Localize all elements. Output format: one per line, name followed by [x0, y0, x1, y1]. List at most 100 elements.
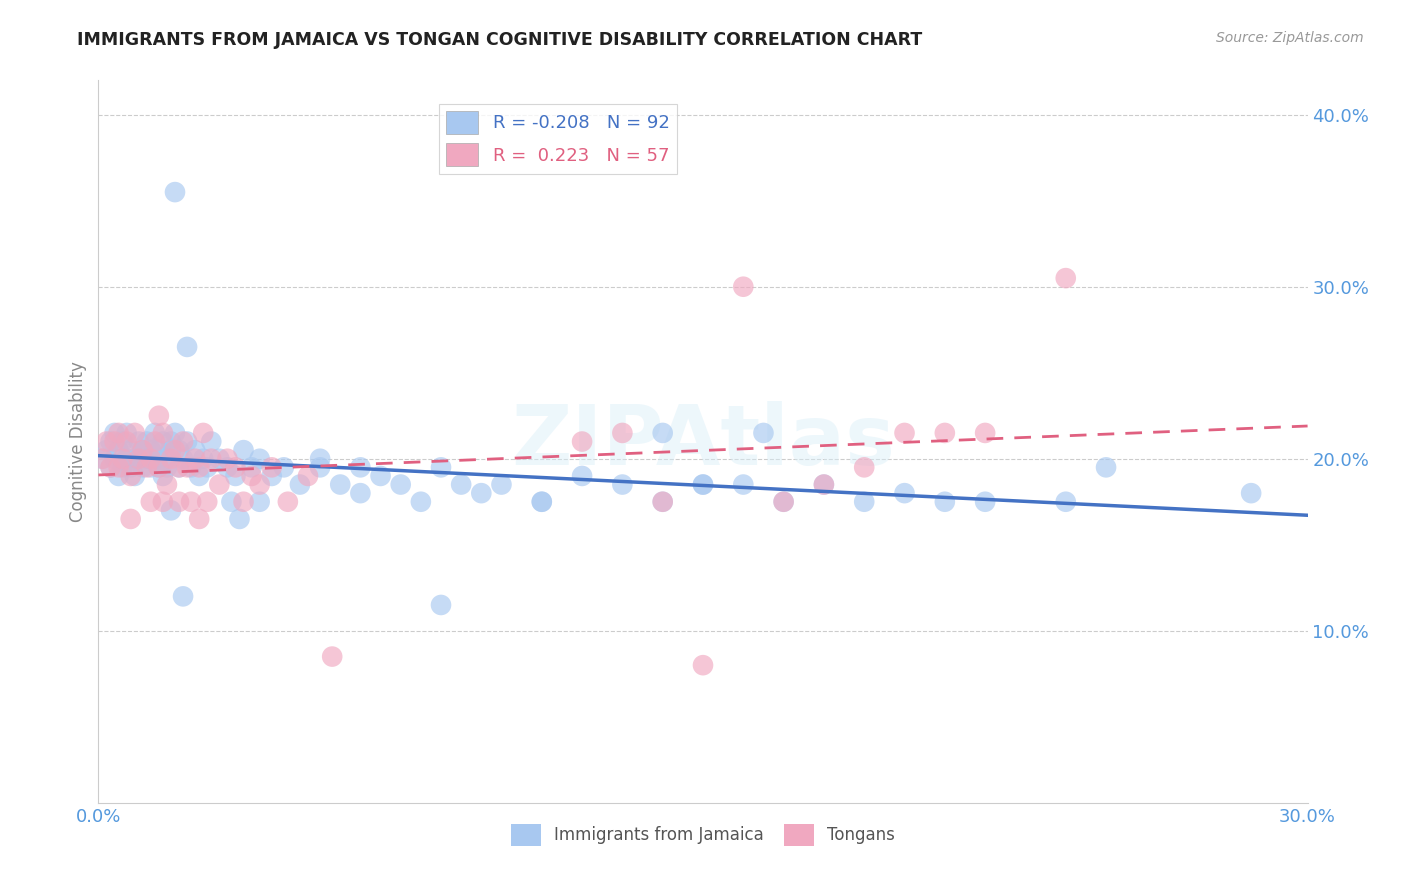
Point: [148, 443, 170, 458]
Point: [128, 451, 150, 466]
Point: [1054, 494, 1077, 508]
Point: [148, 460, 170, 475]
Point: [163, 185, 186, 199]
Point: [193, 425, 215, 440]
Point: [277, 494, 299, 508]
Point: [139, 443, 162, 458]
Point: [288, 477, 311, 491]
Point: [1240, 486, 1263, 500]
Point: [91, 451, 114, 466]
Point: [208, 451, 231, 466]
Point: [160, 451, 183, 466]
Point: [148, 460, 170, 475]
Point: [107, 425, 129, 440]
Point: [107, 460, 129, 475]
Point: [103, 425, 125, 440]
Point: [530, 494, 553, 508]
Point: [772, 494, 794, 508]
Point: [934, 494, 956, 508]
Point: [470, 486, 492, 500]
Point: [409, 494, 432, 508]
Point: [893, 486, 915, 500]
Point: [100, 434, 122, 449]
Point: [143, 434, 166, 449]
Point: [120, 460, 142, 475]
Point: [180, 460, 202, 475]
Point: [430, 598, 453, 612]
Point: [221, 494, 243, 508]
Point: [651, 494, 673, 508]
Point: [530, 494, 553, 508]
Point: [156, 477, 179, 491]
Point: [160, 503, 183, 517]
Point: [184, 443, 207, 458]
Point: [813, 477, 835, 491]
Point: [974, 425, 997, 440]
Point: [733, 279, 755, 293]
Point: [167, 494, 190, 508]
Point: [217, 460, 239, 475]
Point: [139, 451, 162, 466]
Point: [156, 451, 179, 466]
Point: [491, 477, 513, 491]
Point: [893, 425, 915, 440]
Point: [115, 425, 138, 440]
Point: [132, 460, 155, 475]
Point: [111, 460, 134, 475]
Point: [176, 460, 198, 475]
Point: [321, 649, 343, 664]
Point: [692, 477, 714, 491]
Point: [124, 469, 146, 483]
Point: [232, 443, 254, 458]
Point: [733, 477, 755, 491]
Point: [1095, 460, 1118, 475]
Point: [120, 443, 142, 458]
Point: [430, 460, 453, 475]
Point: [232, 494, 254, 508]
Point: [163, 443, 186, 458]
Point: [188, 512, 211, 526]
Point: [260, 469, 283, 483]
Point: [934, 425, 956, 440]
Point: [124, 451, 146, 466]
Point: [200, 434, 222, 449]
Point: [249, 451, 271, 466]
Point: [612, 425, 634, 440]
Point: [450, 477, 472, 491]
Point: [160, 443, 183, 458]
Point: [349, 486, 371, 500]
Y-axis label: Cognitive Disability: Cognitive Disability: [69, 361, 87, 522]
Point: [163, 425, 186, 440]
Point: [143, 451, 166, 466]
Point: [139, 494, 162, 508]
Point: [172, 434, 194, 449]
Point: [107, 469, 129, 483]
Text: IMMIGRANTS FROM JAMAICA VS TONGAN COGNITIVE DISABILITY CORRELATION CHART: IMMIGRANTS FROM JAMAICA VS TONGAN COGNIT…: [77, 31, 922, 49]
Point: [389, 477, 412, 491]
Point: [692, 477, 714, 491]
Point: [571, 434, 593, 449]
Point: [200, 451, 222, 466]
Point: [249, 477, 271, 491]
Point: [128, 434, 150, 449]
Point: [228, 512, 250, 526]
Point: [752, 425, 775, 440]
Point: [135, 451, 157, 466]
Point: [853, 460, 876, 475]
Point: [120, 512, 142, 526]
Point: [167, 443, 190, 458]
Point: [772, 494, 794, 508]
Point: [91, 451, 114, 466]
Point: [217, 451, 239, 466]
Point: [115, 451, 138, 466]
Point: [240, 469, 263, 483]
Point: [135, 434, 157, 449]
Point: [148, 409, 170, 423]
Point: [143, 425, 166, 440]
Point: [813, 477, 835, 491]
Point: [172, 451, 194, 466]
Point: [193, 451, 215, 466]
Point: [260, 460, 283, 475]
Point: [120, 469, 142, 483]
Point: [184, 451, 207, 466]
